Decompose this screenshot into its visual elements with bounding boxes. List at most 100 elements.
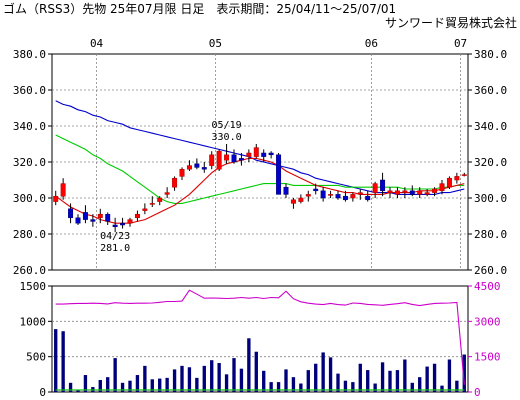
moving-average-mid-line	[55, 134, 465, 204]
price-tick-label-left: 380.0	[13, 48, 46, 61]
price-tick-label-right: 340.0	[474, 120, 507, 133]
volume-bar	[380, 362, 385, 392]
volume-bar	[195, 377, 199, 392]
volume-bar	[455, 380, 459, 392]
volume-bar	[180, 365, 184, 392]
volume-bar	[187, 367, 192, 392]
candle-up	[60, 183, 66, 197]
candle-up	[305, 194, 311, 197]
month-label: 06	[365, 37, 378, 50]
company-name: サンワード貿易株式会社	[385, 15, 517, 30]
candle-up	[357, 192, 363, 195]
candle-down	[90, 219, 96, 222]
candle-up	[127, 219, 133, 224]
volume-bar	[343, 380, 348, 392]
candle-up	[209, 154, 215, 166]
volume-bar	[54, 329, 58, 392]
annotation-value: 281.0	[100, 243, 130, 254]
volume-bar	[106, 377, 110, 392]
price-tick-label-left: 320.0	[13, 156, 46, 169]
price-tick-label-left: 280.0	[13, 228, 46, 241]
volume-bar	[172, 369, 177, 392]
volume-bar	[440, 385, 444, 392]
volume-bar	[61, 331, 65, 392]
candle-up	[142, 208, 148, 211]
candle-down	[342, 195, 348, 201]
candle-up	[253, 147, 259, 157]
price-tick-label-right: 260.0	[474, 264, 507, 277]
volume-bar	[143, 365, 147, 392]
volume-bar	[210, 360, 214, 392]
candle-down	[105, 213, 111, 222]
candle-down	[112, 224, 118, 228]
volume-bar	[418, 377, 422, 392]
candle-up	[424, 192, 430, 195]
candle-up	[387, 190, 393, 193]
volume-bar	[68, 382, 73, 392]
candle-up	[186, 165, 192, 170]
candle-up	[164, 192, 170, 195]
candle-down	[313, 188, 319, 192]
candle-up	[328, 194, 334, 196]
oi-tick-label: 3000	[474, 315, 501, 328]
volume-bar	[336, 373, 340, 392]
month-label: 04	[90, 37, 104, 50]
volume-tick-label: 500	[26, 351, 46, 364]
candle-down	[268, 152, 274, 156]
price-tick-label-right: 280.0	[474, 228, 507, 241]
volume-bar	[462, 354, 466, 392]
candle-up	[179, 168, 185, 177]
volume-tick-label: 1000	[20, 315, 47, 328]
volume-bar	[328, 357, 333, 392]
candle-down	[276, 154, 282, 195]
candle-up	[461, 174, 467, 176]
volume-bar	[128, 380, 132, 392]
candle-down	[320, 190, 326, 199]
chart-title: ゴム（RSS3）先物 25年07月限 日足 表示期間：25/04/11～25/0…	[3, 1, 396, 16]
oi-tick-label: 1500	[474, 351, 501, 364]
price-tick-label-right: 320.0	[474, 156, 507, 169]
volume-bar	[395, 370, 400, 392]
volume-bar	[388, 370, 392, 392]
candle-up	[134, 213, 140, 219]
volume-bar	[291, 377, 296, 392]
candle-up	[454, 176, 460, 181]
candle-down	[380, 179, 386, 192]
volume-bar	[113, 358, 117, 392]
volume-bar	[306, 370, 310, 392]
candle-up	[172, 177, 178, 188]
candle-up	[446, 177, 452, 188]
volume-bar	[98, 379, 102, 392]
volume-bar	[202, 365, 206, 392]
candle-up	[372, 183, 378, 193]
volume-bar	[358, 363, 362, 392]
volume-bar	[247, 338, 251, 392]
annotation-value: 330.0	[212, 132, 242, 143]
volume-bar	[366, 370, 370, 392]
price-tick-label-left: 260.0	[13, 264, 46, 277]
month-label: 05	[209, 37, 222, 50]
candle-up	[432, 188, 438, 193]
volume-bar	[425, 366, 429, 392]
price-tick-label-right: 300.0	[474, 192, 507, 205]
candle-down	[82, 212, 88, 220]
candle-down	[238, 158, 244, 161]
price-tick-label-left: 300.0	[13, 192, 46, 205]
price-tick-label-right: 360.0	[474, 84, 507, 97]
candle-down	[283, 186, 289, 195]
volume-bar	[373, 383, 377, 392]
candle-down	[75, 217, 81, 224]
candle-up	[97, 213, 103, 219]
candle-down	[231, 154, 237, 163]
volume-bar	[120, 382, 125, 392]
month-label: 07	[454, 37, 467, 50]
volume-panel: 0 500 1000 1500 0 1500 3000 4500	[20, 280, 501, 399]
volume-bar	[276, 382, 281, 392]
volume-bar	[321, 352, 325, 392]
candle-up	[53, 195, 59, 202]
open-interest-line	[55, 289, 465, 385]
candle-up	[157, 197, 163, 202]
volume-tick-label: 0	[39, 386, 46, 399]
candle-up	[149, 203, 155, 205]
